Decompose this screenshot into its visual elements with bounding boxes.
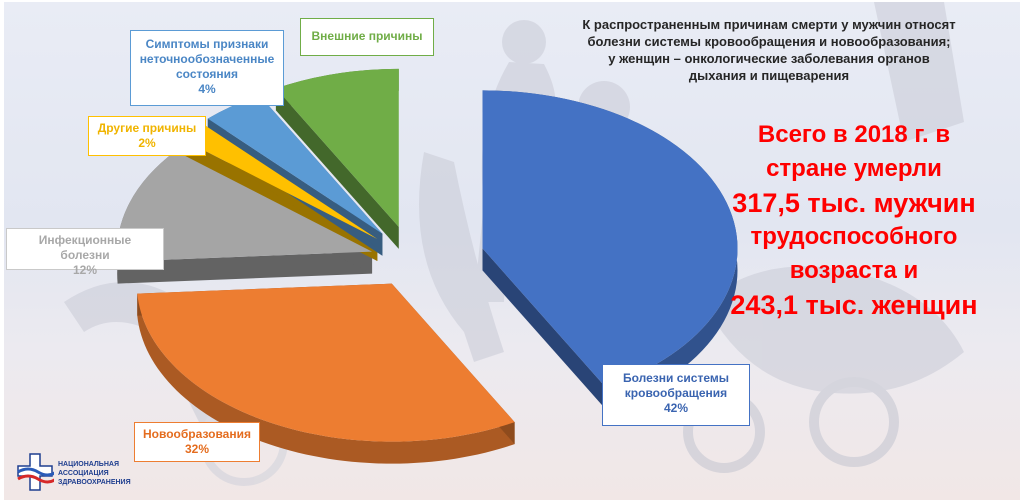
flag-cross-icon bbox=[17, 453, 54, 491]
label-cardiovascular-text: Болезни системы кровообращения bbox=[623, 371, 729, 400]
label-infectious-text: Инфекционные болезни bbox=[38, 233, 132, 262]
total-line-5: возраста и bbox=[789, 257, 919, 284]
label-other-causes-pct: 2% bbox=[138, 136, 156, 150]
headline-line-3: у женщин – онкологические заболевания ор… bbox=[608, 51, 930, 66]
total-line-4: трудоспособного bbox=[750, 223, 958, 250]
label-cardiovascular: Болезни системы кровообращения 42% bbox=[602, 364, 750, 426]
logo-text: НАЦИОНАЛЬНАЯ АССОЦИАЦИЯ ЗДРАВООХРАНЕНИЯ bbox=[58, 460, 168, 487]
label-external-causes-text: Внешние причины bbox=[311, 29, 423, 43]
pie-slice-4 bbox=[207, 95, 383, 234]
association-logo: НАЦИОНАЛЬНАЯ АССОЦИАЦИЯ ЗДРАВООХРАНЕНИЯ bbox=[12, 448, 182, 496]
label-neoplasms-pct: 32% bbox=[184, 442, 210, 456]
headline: К распространенным причинам смерти у муж… bbox=[534, 16, 1004, 84]
label-cardiovascular-pct: 42% bbox=[663, 401, 689, 415]
total-line-1: Всего в 2018 г. в bbox=[757, 121, 951, 148]
pie-slice-5 bbox=[275, 68, 399, 227]
label-neoplasms: Новообразования 32% bbox=[134, 422, 260, 462]
headline-line-2: болезни системы кровообращения и новообр… bbox=[587, 34, 951, 49]
pie-slice-wall-5-0 bbox=[275, 88, 399, 249]
label-neoplasms-text: Новообразования bbox=[143, 427, 251, 441]
pie-slice-1 bbox=[137, 283, 515, 442]
total-line-men: 317,5 тыс. мужчин bbox=[732, 188, 976, 218]
label-symptoms-pct: 4% bbox=[198, 82, 216, 96]
logo-line-3: ЗДРАВООХРАНЕНИЯ bbox=[58, 479, 131, 486]
total-line-women: 243,1 тыс. женщин bbox=[730, 290, 978, 320]
pie-slice-2 bbox=[117, 150, 373, 262]
pie-slice-0 bbox=[482, 90, 738, 387]
label-symptoms: Симптомы признаки неточнообозначенные со… bbox=[130, 30, 284, 106]
total-line-2: стране умерли bbox=[766, 155, 942, 182]
logo-line-2: АССОЦИАЦИЯ bbox=[58, 470, 109, 477]
pie-slice-side-1 bbox=[137, 293, 515, 464]
pie-slice-wall-2-0 bbox=[117, 251, 373, 284]
pie-slice-3 bbox=[180, 123, 378, 240]
headline-line-1: К распространенным причинам смерти у муж… bbox=[582, 17, 956, 32]
pie-slice-wall-0-1 bbox=[482, 248, 606, 409]
label-other-causes: Другие причины 2% bbox=[88, 116, 206, 156]
label-infectious-pct: 12% bbox=[72, 263, 98, 277]
label-symptoms-text: Симптомы признаки неточнообозначенные со… bbox=[139, 37, 275, 81]
pie-tops bbox=[117, 68, 738, 442]
headline-line-4: дыхания и пищеварения bbox=[688, 68, 850, 83]
slide: Внешние причины Симптомы признаки неточн… bbox=[4, 2, 1020, 500]
label-infectious: Инфекционные болезни 12% bbox=[6, 228, 164, 277]
total-deaths-block: Всего в 2018 г. в стране умерли 317,5 ты… bbox=[694, 118, 1014, 322]
logo-line-1: НАЦИОНАЛЬНАЯ bbox=[58, 461, 119, 468]
label-other-causes-text: Другие причины bbox=[97, 121, 197, 135]
label-external-causes: Внешние причины bbox=[300, 18, 434, 56]
